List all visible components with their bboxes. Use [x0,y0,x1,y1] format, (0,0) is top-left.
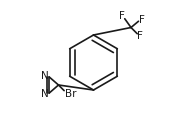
Text: F: F [137,31,143,41]
Text: F: F [139,15,145,25]
Text: F: F [119,11,125,21]
Text: N: N [41,89,49,99]
Text: Br: Br [65,89,77,99]
Text: N: N [41,71,49,81]
